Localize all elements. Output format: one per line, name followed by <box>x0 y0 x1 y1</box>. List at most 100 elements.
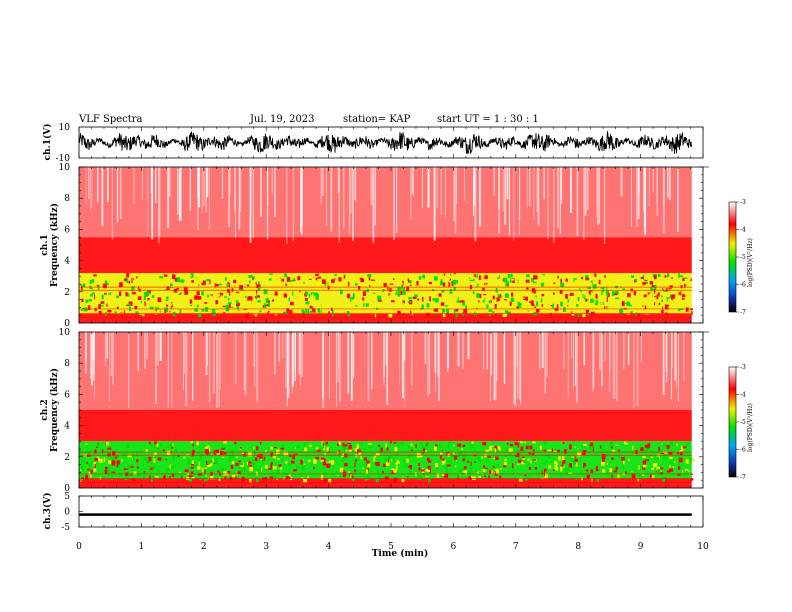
spectrum-cell <box>438 273 442 277</box>
spectrum-streak <box>576 332 578 403</box>
spectrum-streak <box>424 332 427 364</box>
spectrum-cell <box>223 312 226 314</box>
spectrum-cell <box>417 474 422 480</box>
spectrum-streak <box>198 167 201 208</box>
spectrum-cell <box>347 281 350 287</box>
spectrum-cell <box>493 305 495 307</box>
spectrum-cell <box>669 456 673 461</box>
spectrum-cell <box>451 281 454 286</box>
spectrum-cell <box>192 458 194 461</box>
spectrum-cell <box>262 461 265 466</box>
spectrum-streak <box>84 332 87 374</box>
spectrum-cell <box>494 304 497 309</box>
spectrum-cell <box>408 476 410 480</box>
spectrum-cell <box>648 449 653 451</box>
spectrum-cell <box>577 451 581 457</box>
spectrum-cell <box>358 286 361 290</box>
ch1-colorbar-gradient <box>728 201 737 313</box>
spectrum-cell <box>511 463 514 468</box>
spectrum-cell <box>624 282 626 287</box>
spectrum-cell <box>171 473 175 477</box>
spectrum-cell <box>339 467 344 472</box>
spectrum-cell <box>231 461 235 465</box>
spectrum-cell <box>441 458 446 461</box>
spectrum-cell <box>528 452 531 455</box>
spectrum-cell <box>270 446 273 450</box>
spectrum-cell <box>357 297 360 301</box>
spectrum-cell <box>199 454 203 459</box>
spectrum-cell <box>367 274 372 277</box>
spectrum-cell <box>290 301 294 306</box>
spectrum-cell <box>595 293 598 299</box>
spectrum-streak <box>213 332 215 395</box>
spectrum-cell <box>669 459 673 464</box>
spectrum-cell <box>441 461 445 465</box>
spectrum-cell <box>127 454 132 458</box>
spectrum-cell <box>256 293 259 297</box>
spectrum-streak <box>479 167 481 227</box>
spectrum-cell <box>459 281 461 283</box>
spectrum-cell <box>571 311 573 314</box>
spectrum-cell <box>306 304 309 309</box>
spectrum-streak <box>648 167 650 207</box>
colorbar-tick-label: -4 <box>740 392 746 399</box>
spectrum-cell <box>190 441 194 443</box>
spectrum-cell <box>442 312 446 318</box>
spectrum-cell <box>81 298 84 302</box>
spectrum-cell <box>560 297 562 299</box>
spectrum-streak <box>253 332 255 367</box>
spectrum-cell <box>217 470 220 473</box>
spectrum-cell <box>378 445 381 447</box>
spectrum-cell <box>382 463 386 467</box>
spectrum-cell <box>215 283 219 287</box>
spectrum-cell <box>449 278 451 281</box>
spectrum-cell <box>644 446 646 450</box>
spectrum-cell <box>560 301 563 307</box>
spectrum-streak <box>495 332 497 400</box>
spectrum-cell <box>386 447 389 451</box>
spectrum-cell <box>302 274 307 277</box>
spectrum-streak <box>354 167 356 201</box>
spectrum-streak <box>537 167 540 226</box>
spectrum-cell <box>307 475 309 479</box>
spectrum-cell <box>241 476 245 482</box>
spectrum-cell <box>601 291 603 296</box>
spectrum-cell <box>359 277 363 280</box>
spectrum-cell <box>418 276 422 280</box>
spectrum-streak <box>370 167 373 205</box>
spectrum-streak <box>274 167 276 217</box>
spectrum-cell <box>560 282 565 288</box>
spectrum-cell <box>377 295 382 301</box>
spectrum-cell <box>178 471 181 473</box>
spectrum-cell <box>550 274 555 280</box>
spectrum-cell <box>583 443 587 446</box>
spectrum-cell <box>104 305 106 311</box>
spectrum-cell <box>491 311 495 313</box>
spectrum-cell <box>248 296 253 301</box>
spectrum-cell <box>283 293 287 298</box>
spectrum-cell <box>560 466 563 472</box>
spectrum-streak <box>486 332 488 370</box>
date-label: Jul. 19, 2023 <box>249 114 315 125</box>
spectrum-cell <box>553 461 557 464</box>
spectrum-cell <box>350 298 352 302</box>
spectrum-streak <box>422 167 423 208</box>
spectrum-cell <box>525 297 528 301</box>
spectrum-cell <box>444 459 446 464</box>
spectrum-cell <box>461 283 465 288</box>
spectrum-cell <box>304 447 307 452</box>
spectrum-cell <box>492 295 495 300</box>
spectrum-cell <box>222 456 224 458</box>
spectrum-cell <box>672 458 676 462</box>
x-tick-label: 1 <box>139 542 145 552</box>
spectrum-cell <box>309 310 313 313</box>
spectrum-cell <box>604 275 606 278</box>
spectrum-cell <box>325 277 327 281</box>
spectrum-cell <box>428 295 431 297</box>
spectrum-cell <box>303 442 307 445</box>
spectrum-streak <box>503 332 506 384</box>
spectrum-cell <box>410 310 412 314</box>
spectrum-cell <box>137 473 141 476</box>
ch3-wave-frame <box>78 495 704 528</box>
spectrum-cell <box>466 288 468 293</box>
